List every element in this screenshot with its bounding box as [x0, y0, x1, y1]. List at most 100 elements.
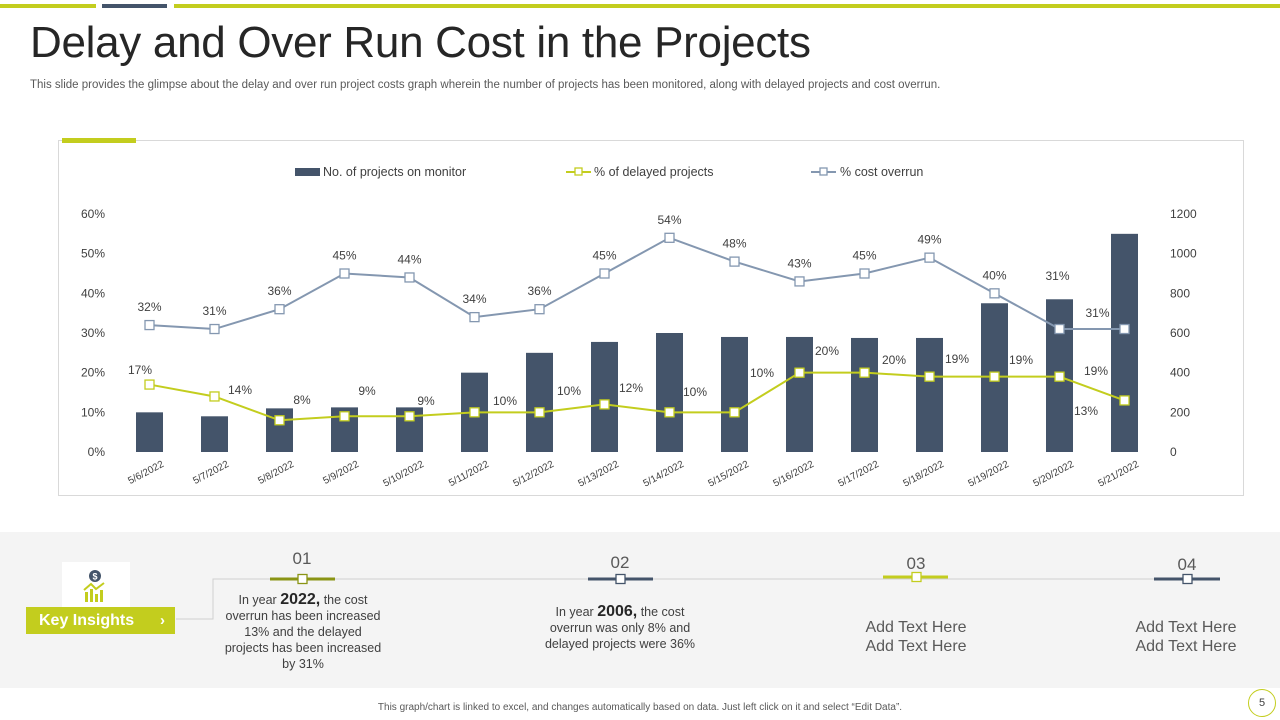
delayed-marker — [1054, 371, 1065, 382]
insight-text-04: Add Text Here Add Text Here — [1135, 619, 1237, 655]
overrun-marker — [924, 252, 935, 263]
right-axis-tick-label: 1200 — [1170, 207, 1197, 221]
x-axis-label: 5/13/2022 — [576, 459, 621, 490]
delayed-data-label: 10% — [557, 384, 581, 398]
chart-legend: No. of projects on monitor % of delayed … — [295, 165, 923, 179]
overrun-marker — [1054, 323, 1065, 335]
bar-projects — [851, 337, 878, 452]
right-axis-tick-label: 600 — [1170, 326, 1190, 340]
x-axis-label: 5/10/2022 — [381, 459, 426, 490]
footer-note: This graph/chart is linked to excel, and… — [377, 702, 903, 713]
overrun-data-label: 34% — [462, 292, 486, 306]
timeline-marker-02 — [615, 573, 626, 585]
overrun-marker — [989, 288, 1000, 299]
delayed-data-label: 10% — [750, 366, 774, 380]
insight-number-04: 04 — [1177, 555, 1197, 574]
line-series-overrun: 32% 31% 36% 45% 44% 34% 36% 45% 54% 48% 43% 45% 49% 4… — [137, 213, 1130, 335]
overrun-marker — [274, 304, 285, 315]
overrun-marker — [534, 304, 545, 315]
overrun-path — [149, 236, 1125, 331]
left-axis-tick-label: 10% — [81, 405, 105, 419]
delayed-marker — [859, 367, 870, 378]
delayed-data-label: 9% — [358, 384, 376, 398]
delayed-data-label: 8% — [293, 393, 311, 407]
delayed-data-label: 10% — [493, 394, 517, 408]
delayed-marker — [599, 399, 610, 410]
x-axis-label: 5/14/2022 — [641, 459, 686, 490]
left-axis-tick-label: 30% — [81, 326, 105, 340]
chevron-right-icon: › — [160, 612, 165, 629]
overrun-data-label: 36% — [267, 284, 291, 298]
overrun-marker — [1119, 323, 1130, 335]
x-axis-label: 5/7/2022 — [191, 459, 231, 487]
overrun-data-label: 49% — [917, 233, 941, 247]
overrun-data-label: 45% — [852, 249, 876, 263]
delayed-data-label: 20% — [815, 344, 839, 358]
page-title: Delay and Over Run Cost in the Projects — [30, 18, 811, 67]
top-bar-navy — [102, 4, 167, 8]
bar-projects — [786, 336, 813, 452]
bar-projects — [266, 408, 293, 452]
overrun-data-label: 31% — [1045, 269, 1069, 283]
x-axis-labels: 5/6/2022 5/7/2022 5/8/2022 5/9/2022 5/10/202… — [126, 459, 1141, 490]
overrun-data-label: 31% — [1085, 306, 1109, 320]
line-series-delayed: 17% 14% 8% 9% 9% 10% 10% 12% 10% 10% 20% 20% 19% 19% 1… — [128, 344, 1130, 426]
overrun-marker — [664, 232, 675, 243]
overrun-data-label: 31% — [202, 304, 226, 318]
insight-number-03: 03 — [906, 554, 926, 573]
overrun-marker — [209, 323, 220, 335]
insight-number-01: 01 — [292, 549, 312, 568]
chart-frame — [58, 140, 1244, 496]
delayed-data-label: 20% — [882, 353, 906, 367]
x-axis-label: 5/11/2022 — [447, 459, 491, 489]
insights-timeline — [176, 571, 1220, 620]
x-axis-label: 5/20/2022 — [1031, 459, 1076, 490]
bar-projects — [1111, 233, 1138, 452]
delayed-data-label: 19% — [1084, 364, 1108, 378]
legend-label-delayed: % of delayed projects — [594, 165, 714, 179]
overrun-data-label: 40% — [982, 268, 1006, 282]
overrun-data-label: 54% — [657, 213, 681, 227]
combo-chart: No. of projects on monitor % of delayed … — [81, 165, 1197, 490]
timeline-marker-04 — [1182, 573, 1193, 585]
legend-swatch-projects — [295, 168, 320, 176]
page-number: 5 — [1248, 689, 1276, 717]
timeline-marker-01 — [297, 573, 308, 585]
insight-icon-box: $ — [62, 562, 130, 614]
delayed-marker — [664, 407, 675, 418]
x-axis-label: 5/19/2022 — [966, 459, 1011, 490]
left-axis-tick-label: 20% — [81, 366, 105, 380]
key-insights-button[interactable]: Key Insights › — [26, 607, 175, 634]
bar-projects — [526, 352, 553, 452]
legend-marker-overrun — [819, 167, 828, 176]
delayed-data-label: 19% — [945, 352, 969, 366]
x-axis-label: 5/21/2022 — [1096, 459, 1141, 490]
x-axis-label: 5/9/2022 — [321, 459, 361, 487]
x-axis-label: 5/16/2022 — [771, 459, 816, 490]
bar-projects — [721, 336, 748, 452]
timeline-marker-03 — [911, 571, 922, 583]
overrun-data-label: 43% — [787, 256, 811, 270]
delayed-marker — [794, 367, 805, 378]
delayed-data-label: 17% — [128, 363, 152, 377]
overrun-marker — [469, 311, 480, 323]
left-axis-tick-label: 40% — [81, 286, 105, 300]
overrun-marker — [859, 268, 870, 279]
delayed-data-label: 9% — [417, 394, 435, 408]
overrun-marker — [404, 272, 415, 283]
x-axis-label: 5/12/2022 — [511, 459, 556, 490]
delayed-data-label: 12% — [619, 381, 643, 395]
left-axis-tick-label: 60% — [81, 207, 105, 221]
bar-projects — [201, 416, 228, 452]
delayed-marker — [924, 371, 935, 382]
delayed-marker — [404, 411, 415, 422]
delayed-marker — [469, 407, 480, 418]
delayed-marker — [1119, 395, 1130, 406]
delayed-data-label: 14% — [228, 383, 252, 397]
x-axis-label: 5/15/2022 — [706, 459, 751, 490]
overrun-data-label: 44% — [397, 252, 421, 266]
key-insights-label: Key Insights — [39, 612, 135, 629]
overrun-marker — [599, 268, 610, 279]
delayed-data-label: 10% — [683, 385, 707, 399]
chart-accent-bar — [62, 138, 136, 143]
